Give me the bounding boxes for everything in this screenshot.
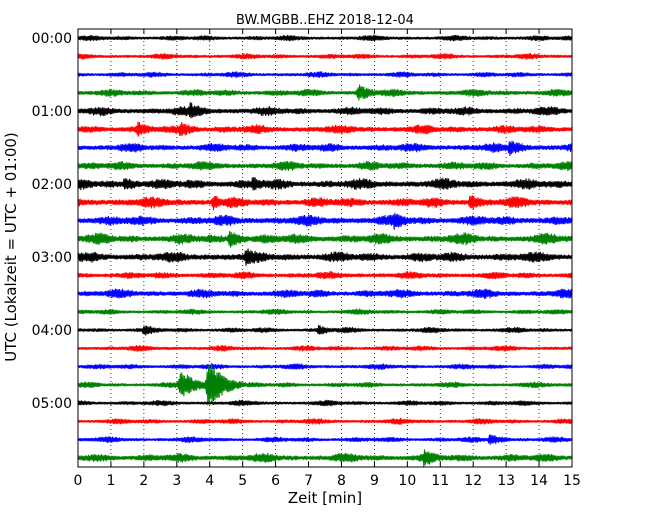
x-tick-label-2: 2 <box>139 473 148 489</box>
x-tick-label-7: 7 <box>304 473 313 489</box>
y-tick-label-0000: 00:00 <box>32 31 72 47</box>
x-tick-label-1: 1 <box>106 473 115 489</box>
trace-0445 <box>77 362 573 406</box>
trace-0515 <box>77 417 573 425</box>
trace-0330 <box>77 288 573 300</box>
x-tick-label-4: 4 <box>205 473 214 489</box>
x-tick-label-9: 9 <box>370 473 379 489</box>
x-tick-label-8: 8 <box>337 473 346 489</box>
trace-0430 <box>77 363 573 370</box>
axis-ticks: 0 1 2 3 4 5 6 7 8 9 10 11 12 13 14 1500:0001:0002:0003:… <box>32 29 581 489</box>
x-tick-label-12: 12 <box>464 473 482 489</box>
y-tick-label-0400: 04:00 <box>32 323 72 339</box>
x-tick-label-3: 3 <box>172 473 181 489</box>
y-axis-label: UTC (Lokalzeit = UTC + 01:00) <box>2 132 20 362</box>
trace-0345 <box>77 308 573 316</box>
x-tick-label-10: 10 <box>398 473 416 489</box>
trace-0045 <box>77 84 573 101</box>
chart-title: BW.MGBB..EHZ 2018-12-04 <box>236 13 414 28</box>
trace-0300 <box>77 248 573 266</box>
x-tick-label-13: 13 <box>497 473 515 489</box>
trace-0145 <box>77 160 573 172</box>
x-tick-label-6: 6 <box>271 473 280 489</box>
trace-0315 <box>77 271 573 280</box>
trace-0500 <box>77 399 573 407</box>
x-tick-label-11: 11 <box>431 473 449 489</box>
trace-0545 <box>77 449 573 468</box>
seismic-traces <box>77 34 573 468</box>
trace-0200 <box>77 177 573 191</box>
trace-0130 <box>77 140 573 156</box>
trace-0415 <box>77 345 573 352</box>
trace-0100 <box>77 102 573 119</box>
x-tick-label-14: 14 <box>530 473 548 489</box>
trace-0400 <box>77 324 573 336</box>
trace-0015 <box>77 52 573 60</box>
x-tick-label-5: 5 <box>238 473 247 489</box>
y-tick-label-0100: 01:00 <box>32 104 72 120</box>
y-tick-label-0300: 03:00 <box>32 250 72 266</box>
x-tick-label-0: 0 <box>74 473 83 489</box>
trace-0030 <box>77 71 573 79</box>
trace-0000 <box>77 34 573 42</box>
trace-0215 <box>77 195 573 211</box>
plot-frame <box>77 28 573 468</box>
x-axis-label: Zeit [min] <box>288 489 362 507</box>
y-tick-label-0500: 05:00 <box>32 396 72 412</box>
trace-0230 <box>77 212 573 230</box>
x-tick-label-15: 15 <box>563 473 581 489</box>
y-tick-label-0200: 02:00 <box>32 177 72 193</box>
trace-0245 <box>77 230 573 248</box>
trace-0530 <box>77 434 573 446</box>
trace-0115 <box>77 121 573 137</box>
